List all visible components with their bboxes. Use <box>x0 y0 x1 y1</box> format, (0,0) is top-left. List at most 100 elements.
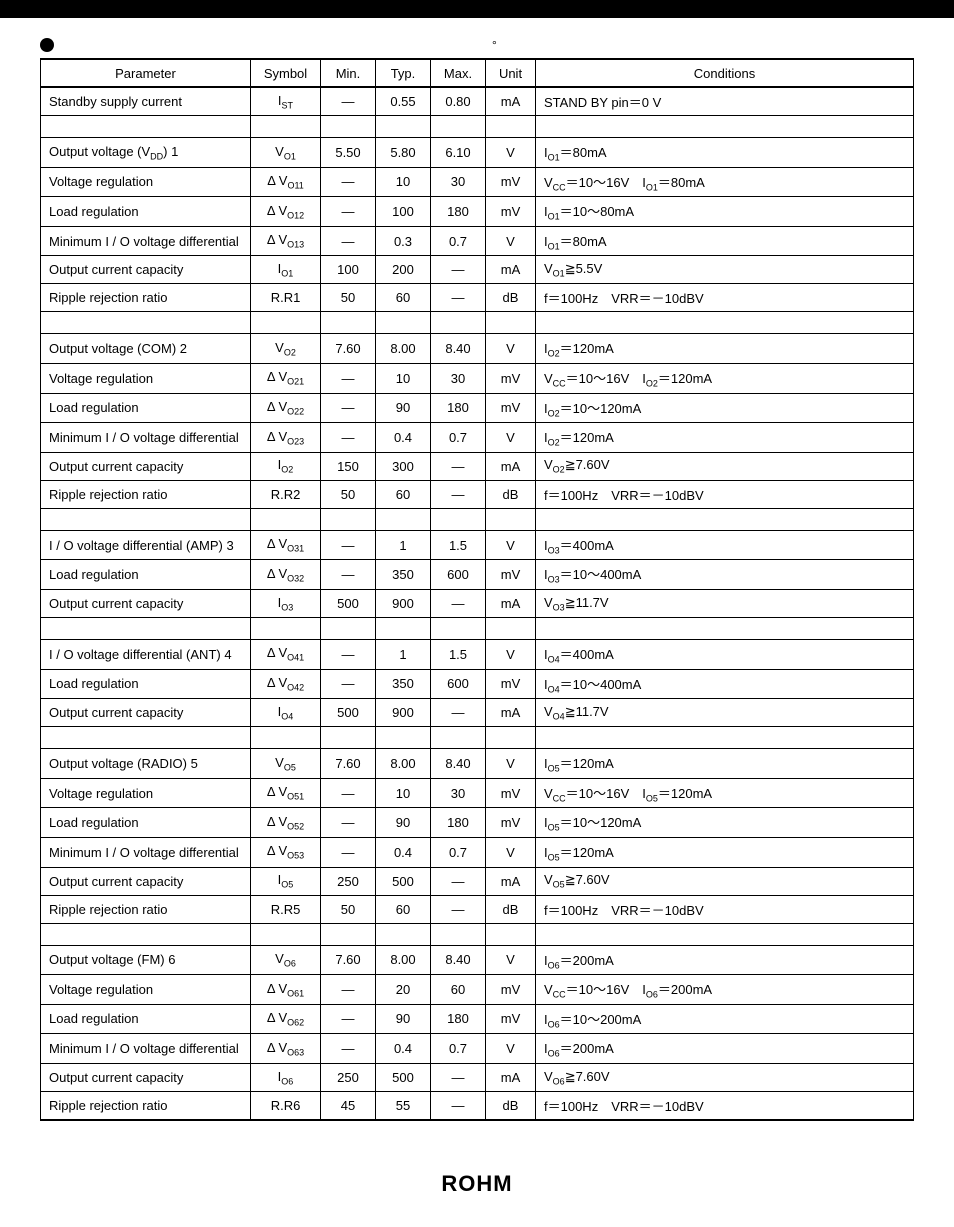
cell-symbol: Δ VO62 <box>251 1004 321 1034</box>
cell-parameter: Minimum I / O voltage differential <box>41 226 251 256</box>
cell-typ: 8.00 <box>376 945 431 975</box>
table-row: Load regulationΔ VO22—90180mVIO2＝10～120m… <box>41 393 914 423</box>
cell-max: 180 <box>431 393 486 423</box>
table-row: Ripple rejection ratioR.R25060—dBf＝100Hz… <box>41 480 914 508</box>
spec-table: Parameter Symbol Min. Typ. Max. Unit Con… <box>40 58 914 1121</box>
cell-conditions: IO2＝120mA <box>536 334 914 364</box>
cell-min: — <box>321 87 376 116</box>
cell-min: — <box>321 669 376 699</box>
cell-conditions: IO4＝400mA <box>536 639 914 669</box>
cell-unit: mV <box>486 393 536 423</box>
cell-max: 60 <box>431 975 486 1005</box>
spacer-row <box>41 508 914 530</box>
cell-symbol: Δ VO42 <box>251 669 321 699</box>
cell-max: — <box>431 284 486 312</box>
cell-max: 180 <box>431 197 486 227</box>
cell-conditions: VO6≧7.60V <box>536 1063 914 1091</box>
cell-min: — <box>321 837 376 867</box>
table-row: Output current capacityIO5250500—mAVO5≧7… <box>41 867 914 895</box>
cell-symbol: VO2 <box>251 334 321 364</box>
cell-conditions: IO3＝400mA <box>536 530 914 560</box>
table-row: Load regulationΔ VO62—90180mVIO6＝10～200m… <box>41 1004 914 1034</box>
cell-max: 8.40 <box>431 334 486 364</box>
cell-symbol: Δ VO21 <box>251 363 321 393</box>
cell-min: — <box>321 226 376 256</box>
cell-unit: dB <box>486 1091 536 1120</box>
spacer-row <box>41 727 914 749</box>
cell-symbol: Δ VO13 <box>251 226 321 256</box>
cell-parameter: Output current capacity <box>41 867 251 895</box>
cell-parameter: I / O voltage differential (ANT) 4 <box>41 639 251 669</box>
cell-min: — <box>321 393 376 423</box>
table-row: Minimum I / O voltage differentialΔ VO63… <box>41 1034 914 1064</box>
table-row: Output current capacityIO3500900—mAVO3≧1… <box>41 589 914 617</box>
cell-parameter: Voltage regulation <box>41 363 251 393</box>
th-min: Min. <box>321 59 376 87</box>
cell-parameter: Load regulation <box>41 197 251 227</box>
spacer-row <box>41 312 914 334</box>
cell-min: 50 <box>321 895 376 923</box>
cell-typ: 5.80 <box>376 138 431 168</box>
cell-parameter: Output voltage (FM) 6 <box>41 945 251 975</box>
cell-unit: V <box>486 945 536 975</box>
cell-symbol: IO6 <box>251 1063 321 1091</box>
cell-max: — <box>431 452 486 480</box>
cell-typ: 60 <box>376 284 431 312</box>
cell-conditions: VCC＝10～16V IO1＝80mA <box>536 167 914 197</box>
cell-parameter: Output current capacity <box>41 589 251 617</box>
cell-typ: 350 <box>376 669 431 699</box>
cell-symbol: IO1 <box>251 256 321 284</box>
cell-parameter: Voltage regulation <box>41 778 251 808</box>
cell-symbol: Δ VO12 <box>251 197 321 227</box>
cell-typ: 8.00 <box>376 334 431 364</box>
cell-symbol: Δ VO52 <box>251 808 321 838</box>
table-row: Output current capacityIO2150300—mAVO2≧7… <box>41 452 914 480</box>
footer: ROHM <box>0 1171 954 1197</box>
cell-symbol: Δ VO22 <box>251 393 321 423</box>
cell-max: — <box>431 1091 486 1120</box>
cell-symbol: VO5 <box>251 749 321 779</box>
cell-max: 1.5 <box>431 530 486 560</box>
cell-min: 250 <box>321 867 376 895</box>
table-row: Load regulationΔ VO42—350600mVIO4＝10～400… <box>41 669 914 699</box>
cell-conditions: VO3≧11.7V <box>536 589 914 617</box>
spacer-row <box>41 617 914 639</box>
cell-unit: mV <box>486 975 536 1005</box>
cell-unit: V <box>486 639 536 669</box>
cell-typ: 90 <box>376 1004 431 1034</box>
cell-min: 100 <box>321 256 376 284</box>
cell-conditions: VCC＝10～16V IO2＝120mA <box>536 363 914 393</box>
cell-conditions: IO5＝120mA <box>536 837 914 867</box>
cell-conditions: IO4＝10～400mA <box>536 669 914 699</box>
cell-unit: V <box>486 837 536 867</box>
table-row: Minimum I / O voltage differentialΔ VO53… <box>41 837 914 867</box>
table-row: Voltage regulationΔ VO51—1030mVVCC＝10～16… <box>41 778 914 808</box>
cell-conditions: IO5＝10～120mA <box>536 808 914 838</box>
cell-min: — <box>321 560 376 590</box>
cell-parameter: Load regulation <box>41 560 251 590</box>
cell-conditions: IO5＝120mA <box>536 749 914 779</box>
cell-max: 180 <box>431 1004 486 1034</box>
cell-min: — <box>321 808 376 838</box>
cell-min: 500 <box>321 589 376 617</box>
cell-max: 180 <box>431 808 486 838</box>
cell-unit: mA <box>486 589 536 617</box>
cell-unit: V <box>486 1034 536 1064</box>
cell-min: 150 <box>321 452 376 480</box>
cell-unit: mV <box>486 778 536 808</box>
header-row: ° <box>40 38 914 52</box>
cell-typ: 10 <box>376 363 431 393</box>
cell-parameter: Output current capacity <box>41 452 251 480</box>
th-parameter: Parameter <box>41 59 251 87</box>
table-row: Minimum I / O voltage differentialΔ VO13… <box>41 226 914 256</box>
cell-min: — <box>321 423 376 453</box>
th-symbol: Symbol <box>251 59 321 87</box>
cell-min: — <box>321 975 376 1005</box>
cell-typ: 20 <box>376 975 431 1005</box>
cell-parameter: Output voltage (COM) 2 <box>41 334 251 364</box>
cell-max: 30 <box>431 778 486 808</box>
cell-unit: dB <box>486 284 536 312</box>
cell-symbol: IO3 <box>251 589 321 617</box>
cell-min: 45 <box>321 1091 376 1120</box>
degree-mark: ° <box>492 38 497 52</box>
